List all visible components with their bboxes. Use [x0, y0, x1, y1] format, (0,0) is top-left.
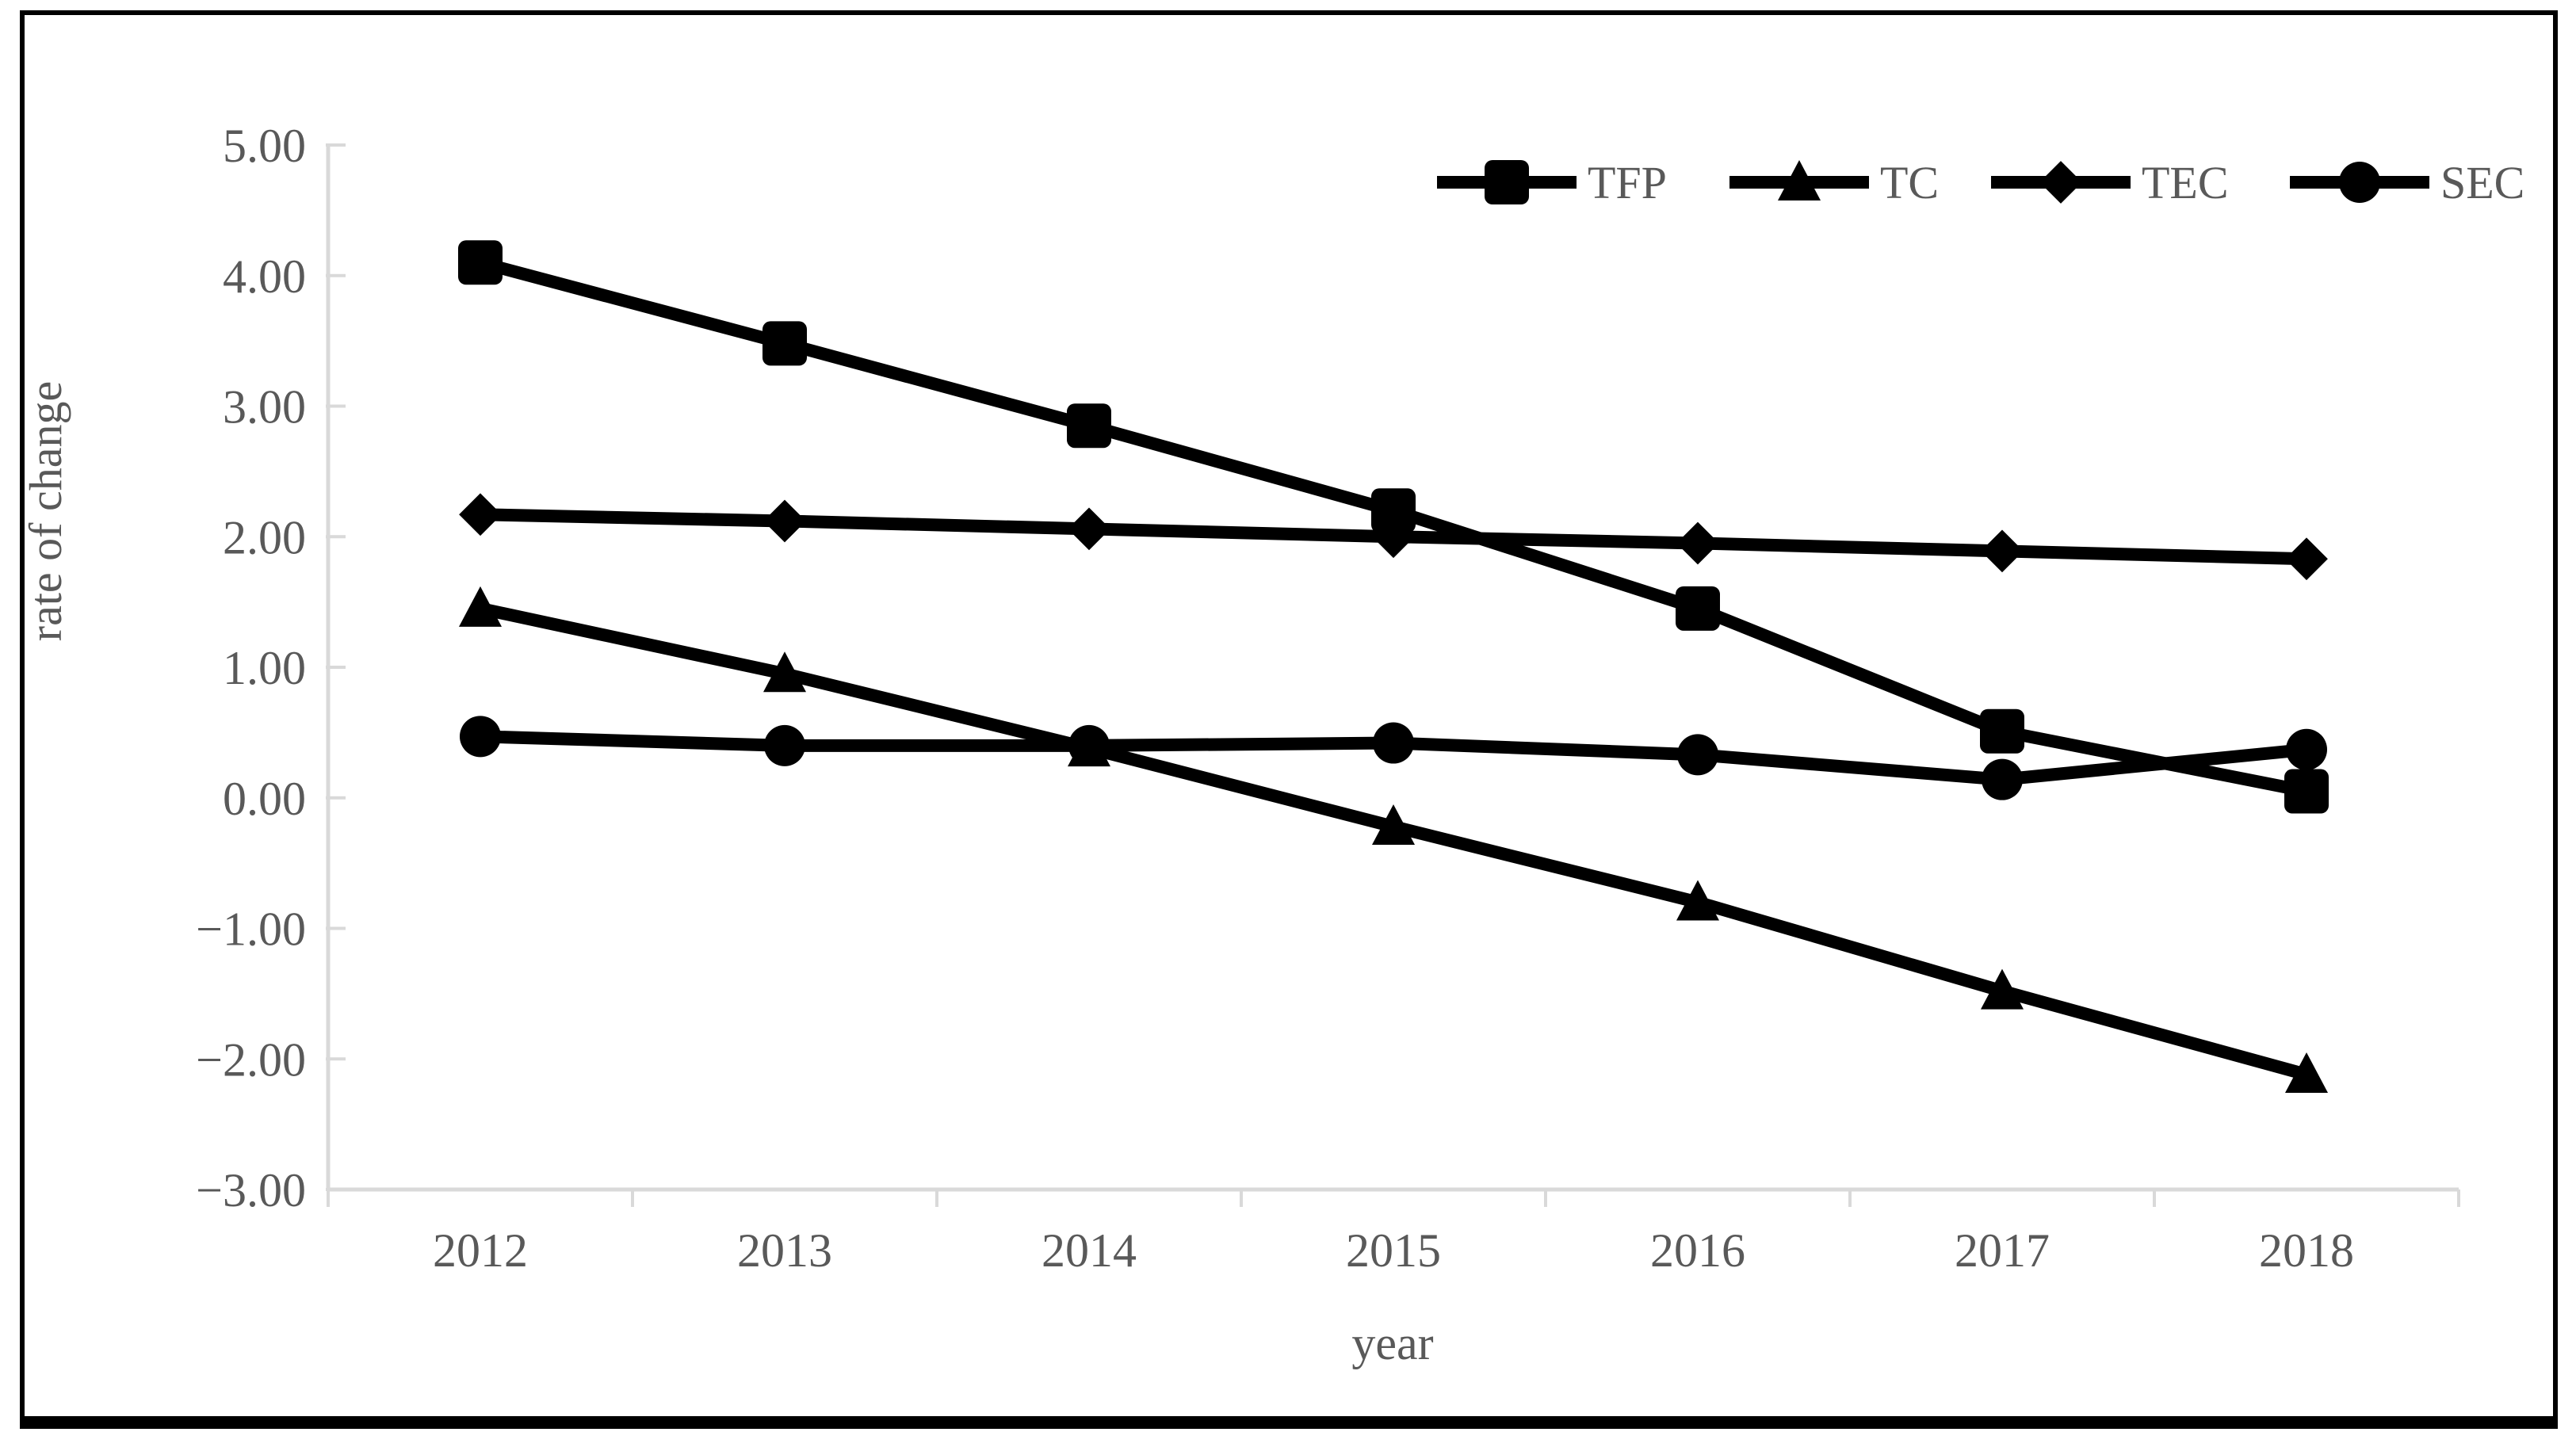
- data-point-SEC-2013-circle-icon: [764, 724, 805, 766]
- data-point-TC-2013-triangle-icon: [763, 651, 806, 693]
- data-point-TC-2018-triangle-icon: [2285, 1052, 2328, 1094]
- y-tick-label: 0.00: [223, 773, 306, 825]
- y-tick-label: −2.00: [196, 1033, 306, 1086]
- data-point-TC-2015-triangle-icon: [1372, 804, 1415, 845]
- x-tick-label: 2017: [1955, 1224, 2050, 1277]
- y-tick-label: −1.00: [196, 903, 306, 956]
- data-point-TC-2017-triangle-icon: [1981, 968, 2024, 1010]
- y-tick-label: −3.00: [196, 1164, 306, 1216]
- x-tick-label: 2012: [433, 1224, 528, 1277]
- data-point-TEC-2016-diamond-icon: [1676, 521, 1719, 565]
- data-point-TEC-2017-diamond-icon: [1981, 529, 2024, 573]
- y-tick-label: 1.00: [223, 642, 306, 694]
- legend-label: SEC: [2440, 157, 2524, 208]
- data-point-TFP-2012-square-icon: [458, 240, 503, 285]
- legend-marker-square-icon: [1485, 160, 1529, 204]
- data-point-TFP-2015-square-icon: [1371, 488, 1416, 533]
- data-point-TEC-2013-diamond-icon: [763, 499, 806, 543]
- legend-marker-triangle-icon: [1778, 160, 1821, 200]
- x-tick-label: 2018: [2259, 1224, 2354, 1277]
- x-tick-label: 2015: [1346, 1224, 1441, 1277]
- x-tick-label: 2014: [1041, 1224, 1137, 1277]
- data-point-TC-2016-triangle-icon: [1676, 880, 1719, 921]
- data-point-SEC-2012-circle-icon: [460, 716, 501, 758]
- data-point-TC-2012-triangle-icon: [459, 586, 502, 627]
- x-axis-title: year: [1351, 1317, 1434, 1369]
- y-tick-label: 3.00: [223, 381, 306, 433]
- data-point-TFP-2016-square-icon: [1676, 586, 1720, 631]
- data-point-SEC-2015-circle-icon: [1373, 722, 1414, 764]
- data-point-TEC-2018-diamond-icon: [2285, 537, 2328, 581]
- data-point-SEC-2018-circle-icon: [2286, 728, 2327, 770]
- legend-label: TFP: [1588, 157, 1667, 208]
- y-tick-label: 4.00: [223, 250, 306, 303]
- y-axis-title: rate of change: [20, 380, 71, 642]
- x-tick-label: 2013: [737, 1224, 832, 1277]
- data-point-SEC-2017-circle-icon: [1982, 758, 2023, 800]
- data-point-TFP-2018-square-icon: [2284, 769, 2329, 814]
- legend-label: TEC: [2142, 157, 2229, 208]
- chart-frame: [20, 10, 2558, 1429]
- data-point-TFP-2013-square-icon: [762, 321, 807, 366]
- legend-label: TC: [1880, 157, 1939, 208]
- data-point-TFP-2017-square-icon: [1980, 708, 2024, 754]
- legend-marker-diamond-icon: [2039, 161, 2082, 204]
- data-point-TEC-2014-diamond-icon: [1068, 507, 1110, 551]
- y-tick-label: 2.00: [223, 511, 306, 563]
- legend-marker-circle-icon: [2339, 162, 2380, 203]
- data-point-TEC-2012-diamond-icon: [459, 493, 502, 537]
- y-tick-label: 5.00: [223, 120, 306, 172]
- data-point-TFP-2014-square-icon: [1067, 403, 1111, 449]
- data-point-SEC-2014-circle-icon: [1068, 724, 1110, 766]
- x-tick-label: 2016: [1650, 1224, 1745, 1277]
- data-point-SEC-2016-circle-icon: [1677, 734, 1718, 776]
